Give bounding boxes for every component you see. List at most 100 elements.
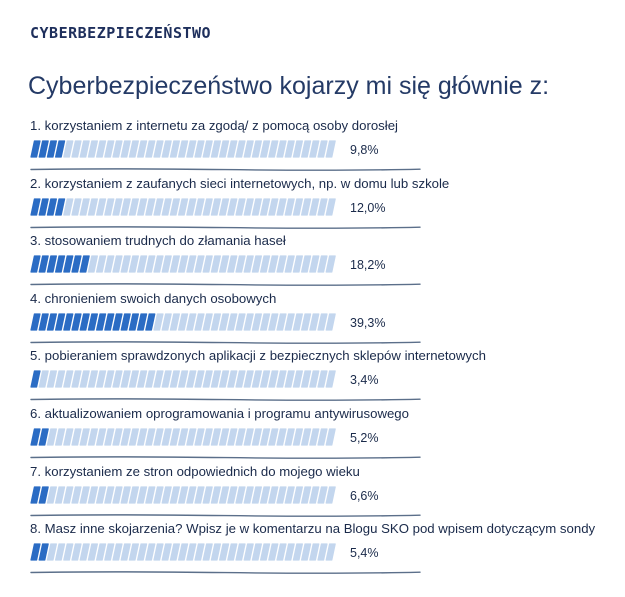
bar-stripe-empty (251, 428, 262, 446)
bar-stripe-empty (276, 197, 287, 216)
bar-stripe-filled (38, 428, 49, 446)
bar-stripe-filled (30, 428, 41, 446)
bar-stripe-empty (260, 255, 271, 273)
bar-stripe-empty (112, 428, 123, 446)
bar-stripe-empty (309, 485, 320, 504)
poll-option[interactable]: 2. korzystaniem z zaufanych sieci intern… (30, 176, 610, 234)
poll-option[interactable]: 3. stosowaniem trudnych do złamania hase… (30, 233, 610, 291)
bar-stripe-filled (128, 313, 139, 331)
bar-stripe-empty (153, 485, 164, 504)
bar-stripe-empty (186, 428, 197, 446)
bar-stripe-empty (63, 140, 74, 158)
poll-option[interactable]: 7. korzystaniem ze stron odpowiednich do… (30, 464, 610, 522)
bar-stripe-empty (145, 255, 156, 273)
bar-stripe-empty (243, 255, 254, 273)
bar-stripe-empty (153, 370, 164, 388)
bar-stripe-empty (292, 485, 303, 504)
divider (30, 168, 421, 171)
bar-stripe-empty (178, 428, 189, 446)
bar-stripe-empty (243, 140, 254, 158)
poll-option[interactable]: 4. chronieniem swoich danych osobowych 3… (30, 291, 610, 349)
bar-stripe-empty (235, 543, 246, 561)
bar-stripe-empty (227, 255, 238, 273)
bar-stripe-filled (55, 313, 66, 331)
bar-stripe-empty (284, 197, 295, 216)
bar-stripe-empty (71, 370, 82, 388)
bar-stripe-empty (227, 313, 238, 331)
option-percentage: 6,6% (350, 488, 379, 503)
bar-stripe-filled (79, 255, 90, 273)
option-percentage: 9,8% (350, 143, 379, 157)
bar-stripe-filled (112, 313, 123, 331)
bar-stripe-filled (87, 313, 98, 331)
bar-stripe-empty (63, 197, 74, 216)
bar-stripe-empty (219, 255, 230, 273)
bar-stripe-empty (292, 197, 303, 216)
bar-stripe-empty (284, 428, 295, 446)
bar-stripe-filled (79, 313, 90, 331)
bar-stripe-empty (301, 140, 312, 158)
bar-stripe-empty (235, 370, 246, 388)
bar-stripe-empty (128, 197, 139, 216)
progress-bar (30, 543, 336, 561)
poll-option[interactable]: 1. korzystaniem z internetu za zgodą/ z … (30, 118, 610, 176)
bar-stripe-empty (79, 197, 90, 216)
bar-stripe-empty (161, 428, 172, 446)
bar-stripe-empty (292, 255, 303, 273)
bar-stripe-empty (325, 255, 336, 273)
poll-option[interactable]: 8. Masz inne skojarzenia? Wpisz je w kom… (30, 521, 610, 579)
bar-stripe-empty (87, 255, 98, 273)
bar-stripe-empty (87, 485, 98, 504)
bar-stripe-filled (71, 255, 82, 273)
bar-stripe-empty (309, 428, 320, 446)
bar-stripe-empty (194, 428, 205, 446)
bar-stripe-empty (219, 140, 230, 158)
bar-stripe-empty (301, 370, 312, 388)
bar-stripe-empty (46, 485, 57, 504)
bar-stripe-empty (128, 255, 139, 273)
bar-stripe-empty (161, 255, 172, 273)
bar-stripe-filled (137, 313, 148, 331)
bar-stripe-empty (46, 428, 57, 446)
bar-stripe-empty (243, 197, 254, 216)
poll-option[interactable]: 6. aktualizowaniem oprogramowania i prog… (30, 406, 610, 464)
bar-stripe-empty (55, 485, 66, 504)
bar-stripe-empty (243, 370, 254, 388)
bar-stripe-empty (153, 313, 164, 331)
bar-stripe-empty (161, 543, 172, 561)
bar-stripe-empty (194, 313, 205, 331)
bar-stripe-empty (227, 197, 238, 216)
option-percentage: 12,0% (350, 200, 386, 215)
bar-stripe-empty (268, 370, 279, 388)
bar-stripe-empty (284, 485, 295, 504)
divider (30, 513, 421, 517)
bar-stripe-empty (210, 255, 221, 273)
bar-stripe-empty (325, 543, 336, 561)
bar-stripe-filled (30, 313, 41, 331)
bar-stripe-empty (46, 543, 57, 561)
bar-stripe-empty (145, 428, 156, 446)
bar-stripe-filled (46, 197, 57, 216)
bar-stripe-empty (79, 140, 90, 158)
bar-stripe-empty (87, 543, 98, 561)
bar-stripe-filled (104, 313, 115, 331)
poll-option[interactable]: 5. pobieraniem sprawdzonych aplikacji z … (30, 348, 610, 406)
bar-stripe-empty (38, 370, 49, 388)
bar-stripe-empty (137, 370, 148, 388)
bar-stripe-empty (317, 485, 328, 504)
progress-bar (30, 255, 336, 273)
bar-stripe-filled (71, 313, 82, 331)
bar-stripe-empty (268, 485, 279, 504)
bar-stripe-empty (87, 197, 98, 216)
bar-stripe-filled (30, 197, 41, 216)
bar-stripe-filled (30, 543, 41, 561)
bar-stripe-empty (301, 255, 312, 273)
bar-stripe-empty (71, 197, 82, 216)
bar-stripe-empty (112, 140, 123, 158)
bar-stripe-empty (186, 197, 197, 216)
bar-stripe-empty (186, 370, 197, 388)
bar-stripe-empty (104, 255, 115, 273)
bar-stripe-empty (301, 197, 312, 216)
bar-stripe-empty (169, 140, 180, 158)
bar-stripe-empty (202, 255, 213, 273)
